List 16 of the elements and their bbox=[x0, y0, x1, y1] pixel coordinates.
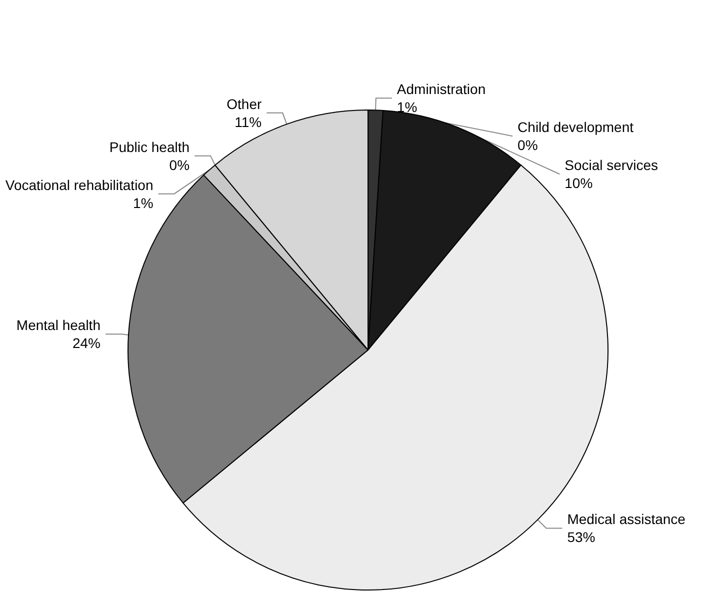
data-label: 11% bbox=[234, 114, 262, 130]
data-label: 1% bbox=[396, 99, 418, 116]
slice-label: Medical assistance bbox=[567, 511, 686, 528]
text: 0% bbox=[518, 137, 538, 154]
slice-label: Social services bbox=[564, 157, 658, 174]
slice-label: Vocational rehabilitation bbox=[5, 176, 154, 193]
category-label: Public health bbox=[109, 138, 190, 155]
data-label: 1% bbox=[133, 194, 154, 211]
category-label: Child development bbox=[518, 119, 634, 136]
data-label: 53% bbox=[567, 529, 596, 546]
slice-label: Mental health bbox=[16, 317, 100, 334]
data-label: 10% bbox=[564, 175, 593, 192]
text: 0% bbox=[169, 156, 190, 173]
slice-label: Other bbox=[226, 96, 262, 112]
data-label: 24% bbox=[72, 335, 100, 352]
slice-label: Administration bbox=[396, 81, 486, 98]
